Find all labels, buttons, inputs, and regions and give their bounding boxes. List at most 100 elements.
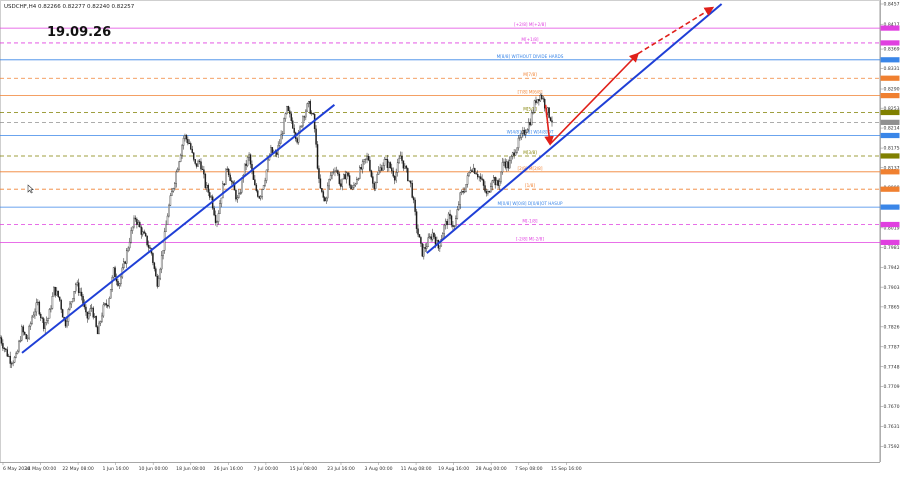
candle-body: [374, 183, 375, 188]
candle-body: [415, 200, 416, 212]
candle-body: [377, 174, 378, 182]
candle-body: [190, 143, 191, 149]
candle-body: [329, 179, 330, 186]
candle-body: [117, 281, 118, 285]
level-price-tag: [881, 153, 900, 158]
candle-body: [466, 184, 467, 191]
candle-body: [412, 183, 413, 197]
price-tick-label: 0.84571: [884, 2, 900, 8]
candle-body: [171, 191, 172, 195]
candle-body: [358, 179, 359, 180]
candle-body: [200, 162, 201, 169]
candle-body: [13, 362, 14, 363]
candle-body: [53, 287, 54, 296]
candle-body: [316, 129, 317, 145]
candle-body: [343, 174, 344, 179]
candle-body: [198, 161, 199, 166]
candle-body: [327, 186, 328, 198]
candle-body: [214, 208, 215, 215]
candle-body: [393, 171, 394, 176]
level-label: [7/8] M[6/8]: [518, 90, 543, 95]
candle-body: [209, 192, 210, 197]
candle-body: [29, 326, 30, 338]
candle-body: [397, 163, 398, 173]
candle-body: [461, 191, 462, 192]
candle-body: [308, 101, 309, 103]
candle-body: [394, 176, 395, 180]
time-tick-label: 10 Jun 00:00: [139, 466, 168, 472]
price-axis[interactable]: 0.845710.841750.836900.833110.829090.825…: [880, 0, 900, 462]
candle-body: [109, 298, 110, 306]
candle-body: [281, 135, 282, 143]
candle-body: [286, 106, 287, 113]
candle-body: [361, 167, 362, 169]
candle-body: [301, 126, 302, 127]
candle-body: [511, 156, 512, 160]
candle-body: [96, 316, 97, 326]
candle-body: [177, 169, 178, 172]
candle-body: [381, 168, 382, 171]
candle-body: [384, 159, 385, 165]
date-annotation: 19.09.26: [47, 25, 111, 40]
candle-body: [227, 169, 228, 170]
time-tick-label: 28 Aug 00:00: [476, 466, 507, 472]
candle-body: [534, 101, 535, 113]
candle-body: [231, 181, 232, 182]
price-tick-label: 0.82909: [884, 87, 900, 93]
candle-body: [82, 296, 83, 303]
candle-body: [431, 237, 432, 240]
candle-body: [407, 168, 408, 180]
level-price-tag: [881, 169, 900, 174]
time-tick-label: 11 Aug 08:00: [401, 466, 432, 472]
candle-body: [334, 171, 335, 172]
candle-body: [505, 162, 506, 168]
candle-body: [528, 122, 529, 129]
candle-body: [519, 138, 520, 139]
candle-body: [410, 181, 411, 183]
candle-body: [69, 304, 70, 309]
candle-body: [399, 158, 400, 162]
candle-body: [145, 233, 146, 236]
candle-body: [232, 182, 233, 184]
candle-body: [323, 192, 324, 198]
candle-body: [350, 185, 351, 189]
candle-body: [454, 226, 455, 227]
candle-body: [302, 117, 303, 126]
candle-body: [240, 193, 241, 194]
candle-body: [260, 196, 261, 198]
candle-body: [58, 291, 59, 297]
candle-body: [66, 322, 67, 327]
candle-body: [94, 316, 95, 317]
candle-body: [332, 172, 333, 175]
candle-body: [155, 269, 156, 276]
candle-body: [161, 255, 162, 269]
candle-body: [349, 176, 350, 186]
candle-body: [202, 169, 203, 170]
candle-body: [224, 184, 225, 185]
candle-body: [369, 160, 370, 171]
candle-body: [123, 262, 124, 268]
candle-body: [368, 156, 369, 160]
candle-body: [474, 168, 475, 173]
candle-body: [24, 332, 25, 334]
candle-body: [131, 231, 132, 243]
candle-body: [257, 191, 258, 197]
candle-body: [307, 104, 308, 112]
candle-body: [310, 101, 311, 113]
candle-body: [468, 172, 469, 175]
candle-body: [126, 251, 127, 264]
candle-body: [254, 180, 255, 185]
candle-body: [193, 153, 194, 160]
candle-body: [216, 222, 217, 223]
candle-body: [91, 308, 92, 309]
level-price-tag: [881, 57, 900, 62]
candle-body: [448, 214, 449, 225]
candle-body: [222, 184, 223, 198]
